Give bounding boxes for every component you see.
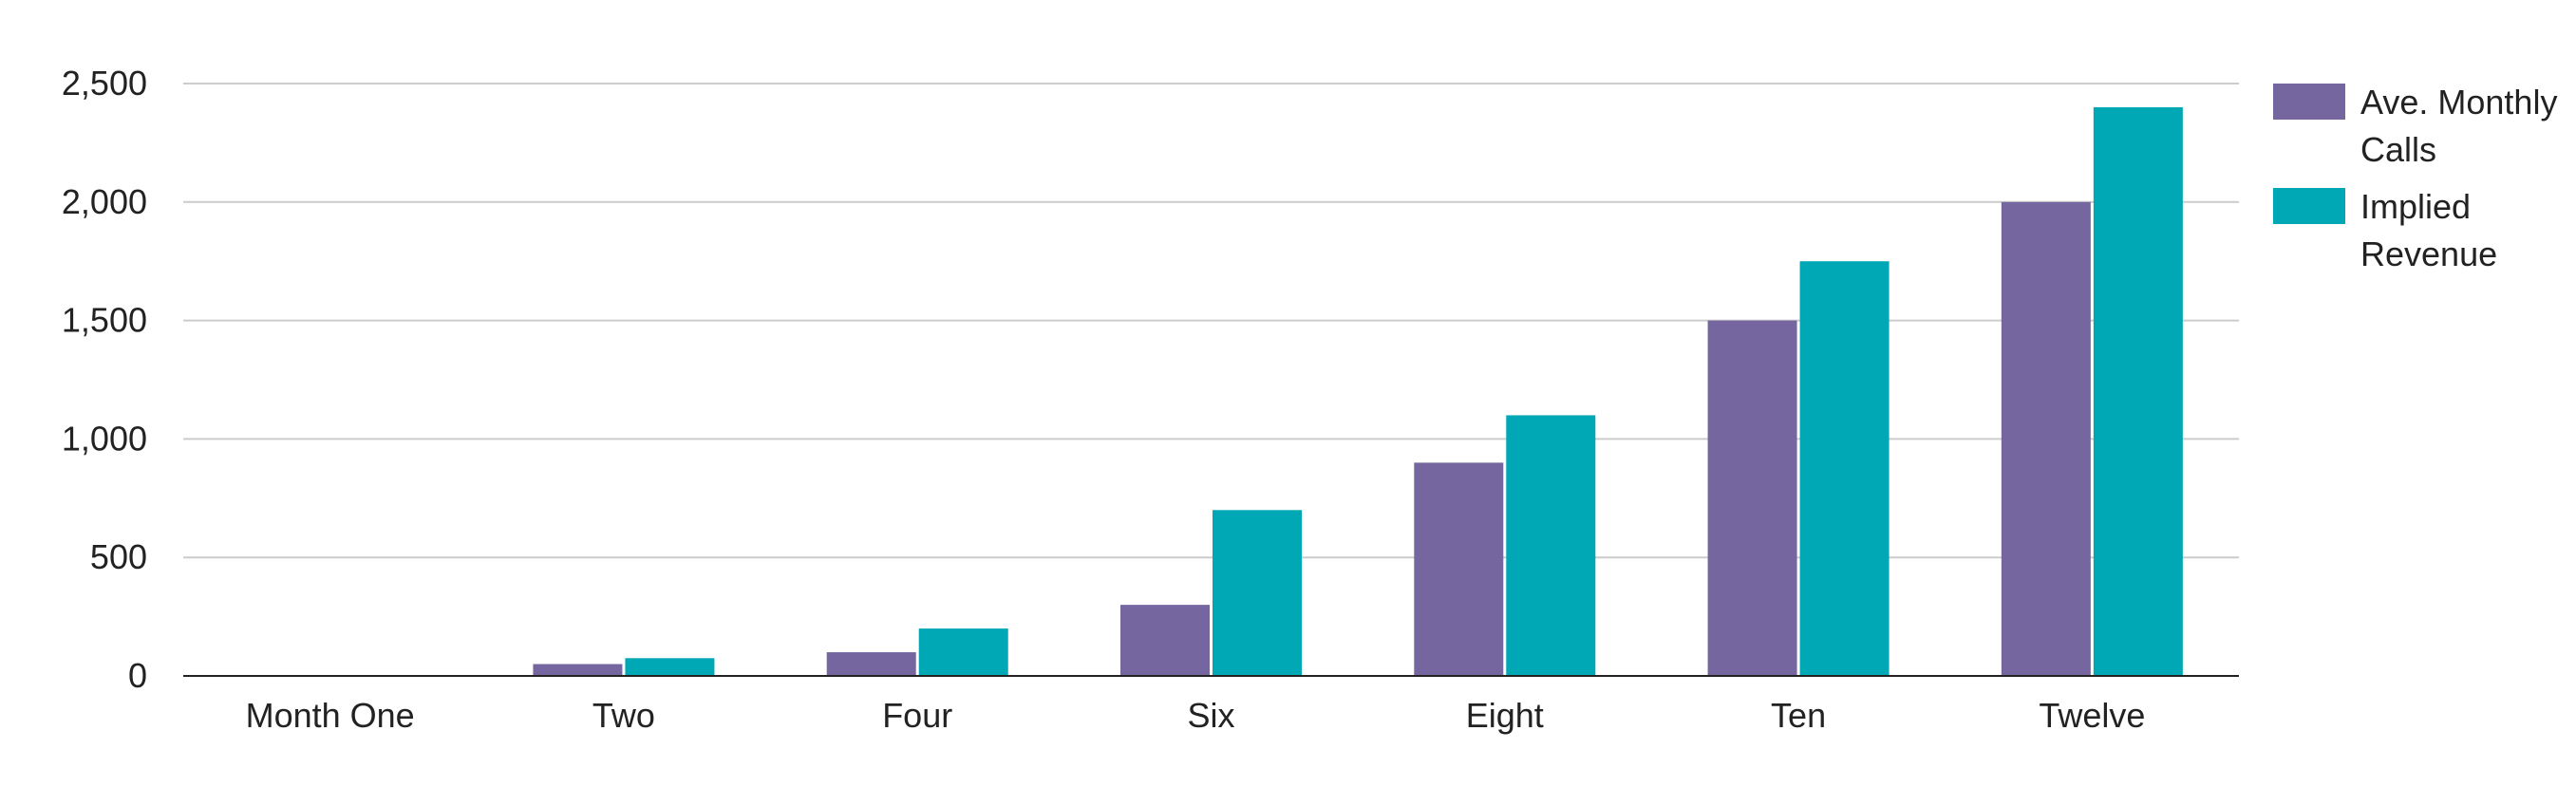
y-axis-tick-labels: 0 500 1,000 1,500 2,000 2,500: [62, 64, 147, 695]
bar-calls: [533, 664, 623, 676]
y-tick-label: 1,500: [62, 301, 147, 340]
y-tick-label: 2,000: [62, 182, 147, 221]
bar-calls: [1707, 320, 1797, 676]
x-tick-label: Ten: [1771, 696, 1826, 735]
bar-calls: [1120, 605, 1210, 676]
legend: Ave. Monthly Calls Implied Revenue: [2273, 83, 2557, 273]
bar-calls: [826, 652, 916, 676]
y-tick-label: 500: [90, 537, 147, 576]
legend-item: Ave. Monthly Calls: [2273, 83, 2557, 169]
legend-label: Implied: [2360, 187, 2471, 226]
legend-swatch: [2273, 188, 2345, 224]
bar-revenue: [1506, 415, 1596, 676]
x-tick-label: Twelve: [2039, 696, 2145, 735]
x-axis-tick-labels: Month One Two Four Six Eight Ten Twelve: [246, 696, 2146, 735]
bar-revenue: [625, 658, 715, 676]
y-tick-label: 2,500: [62, 64, 147, 103]
gridlines: [183, 83, 2239, 559]
legend-label: Ave. Monthly: [2360, 83, 2557, 122]
legend-item: Implied Revenue: [2273, 187, 2497, 273]
bar-revenue: [918, 628, 1008, 676]
bar-calls: [2001, 201, 2091, 677]
x-tick-label: Six: [1187, 696, 1234, 735]
legend-swatch: [2273, 84, 2345, 120]
x-tick-label: Four: [882, 696, 952, 735]
legend-label: Revenue: [2360, 234, 2497, 273]
y-tick-label: 1,000: [62, 419, 147, 458]
x-tick-label: Month One: [246, 696, 415, 735]
bar-calls: [1414, 462, 1504, 676]
bar-revenue: [1799, 261, 1890, 676]
bar-revenue: [2093, 106, 2183, 676]
x-tick-label: Eight: [1466, 696, 1544, 735]
bar-revenue: [1213, 510, 1302, 676]
y-tick-label: 0: [128, 656, 147, 695]
bars: [533, 106, 2183, 677]
legend-label: Calls: [2360, 130, 2436, 169]
x-tick-label: Two: [592, 696, 655, 735]
